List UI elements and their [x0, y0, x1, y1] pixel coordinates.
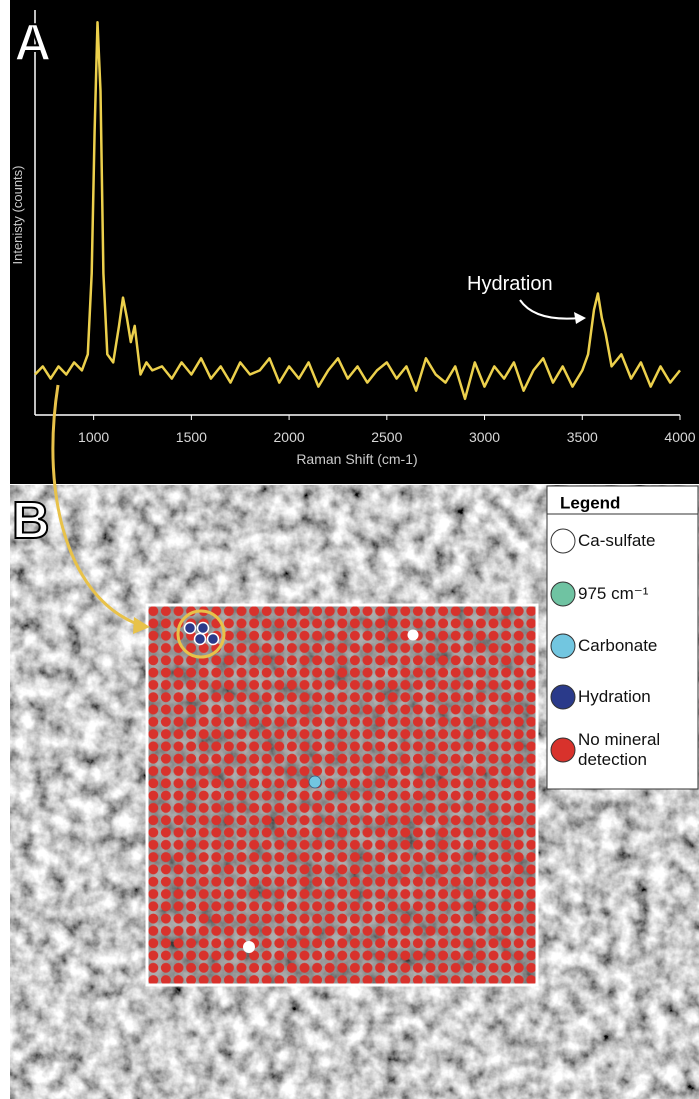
- legend-label-box: Ca-sulfate: [578, 531, 656, 550]
- annotation: Hydration: [467, 273, 553, 295]
- x-axis-label: Raman Shift (cm-1): [296, 451, 417, 467]
- panel-a-bg: [10, 0, 699, 484]
- legend: Ca-sulfate 975 cm⁻¹ Carbonate Hydration No m…: [550, 528, 661, 769]
- legend-swatch: [550, 633, 576, 659]
- legend-title: Legend: [560, 493, 620, 512]
- annotation-arrow: [519, 299, 581, 320]
- legend-swatch: [550, 528, 576, 554]
- y-axis-label: Intenisty (counts): [10, 166, 25, 265]
- x-tick-label: 1000: [78, 429, 109, 445]
- legend-label: Ca-sulfate: [578, 531, 656, 550]
- x-tick-label: 4000: [664, 429, 695, 445]
- arrow-head: [574, 312, 586, 324]
- ca-sulfate-point: [243, 941, 255, 953]
- legend-label: 975 cm⁻¹: [578, 584, 649, 603]
- legend-label-box: Hydration: [578, 687, 651, 706]
- legend-swatch: [550, 737, 576, 763]
- x-tick-label: 3500: [567, 429, 598, 445]
- link-arrow-head: [133, 617, 150, 634]
- spectrum-line: [34, 20, 681, 401]
- legend-swatch: [550, 581, 576, 607]
- highlight-circle: [176, 609, 226, 659]
- plot: 1000 1500 2000 2500 3000 3500 4000: [34, 20, 696, 445]
- legend-label-box: 975 cm⁻¹: [578, 584, 649, 603]
- carbonate-point: [308, 775, 322, 789]
- panel-label: B: [12, 492, 50, 550]
- ca-sulfate-point: [407, 629, 419, 641]
- x-tick-label: 1500: [176, 429, 207, 445]
- raman-grid: [145, 603, 539, 987]
- legend-label: Carbonate: [578, 636, 658, 655]
- x-tick-label: 2500: [371, 429, 402, 445]
- legend-label: Hydration: [578, 687, 651, 706]
- legend-label-box: Carbonate: [578, 636, 658, 655]
- legend-swatch: [550, 684, 576, 710]
- x-tick-label: 3000: [469, 429, 500, 445]
- panel-label: A: [14, 14, 52, 72]
- link-arrow: [51, 384, 141, 627]
- legend-label-box: No mineral detection: [578, 730, 661, 769]
- hydration-points: [183, 621, 220, 646]
- x-tick-label: 2000: [274, 429, 305, 445]
- legend-label: No mineral detection: [578, 730, 661, 769]
